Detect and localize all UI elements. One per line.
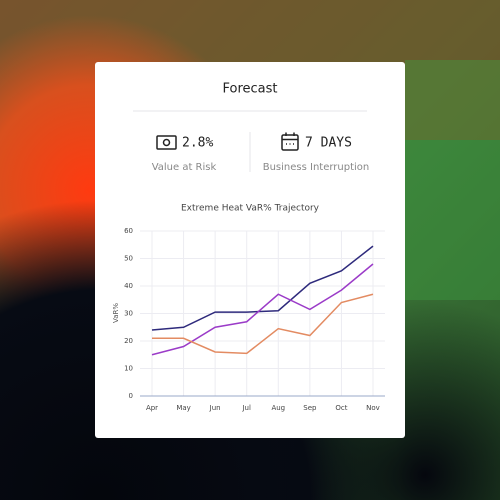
y-tick-label: 60 [124,227,133,235]
y-tick-label: 20 [124,337,133,345]
x-tick-label: Jul [241,404,251,412]
y-tick-label: 10 [124,365,133,373]
metric-label: Business Interruption [263,162,370,173]
series-line [151,245,374,331]
plot: 0 10 20 30 40 50 60 Apr May Jun Jul Aug Sep Oct Nov [124,227,385,412]
money-icon [156,135,177,150]
calendar-icon [281,132,299,151]
y-axis-label: VaR% [112,303,120,323]
x-tick-label: Oct [335,404,347,412]
x-tick-label: Nov [366,404,380,412]
x-tick-label: Sep [303,404,317,412]
x-tick-label: May [176,404,190,412]
metric-label: Value at Risk [152,162,217,173]
x-tick-label: Aug [271,404,285,412]
x-tick-label: Jun [209,404,221,412]
x-tick-label: Apr [146,404,158,412]
card-title: Forecast [222,82,277,97]
chart-title: Extreme Heat VaR% Trajectory [181,204,320,214]
y-tick-label: 50 [124,255,133,263]
metric-value: 2.8% [182,136,213,151]
y-tick-label: 30 [124,310,133,318]
metric-value: 7 DAYS [305,136,352,151]
forecast-card: Forecast 2.8% Value at Risk 7 DAYS Busin… [95,62,405,438]
series-line [151,263,374,356]
y-tick-label: 40 [124,282,133,290]
series-line [152,293,374,355]
y-tick-label: 0 [129,392,133,400]
